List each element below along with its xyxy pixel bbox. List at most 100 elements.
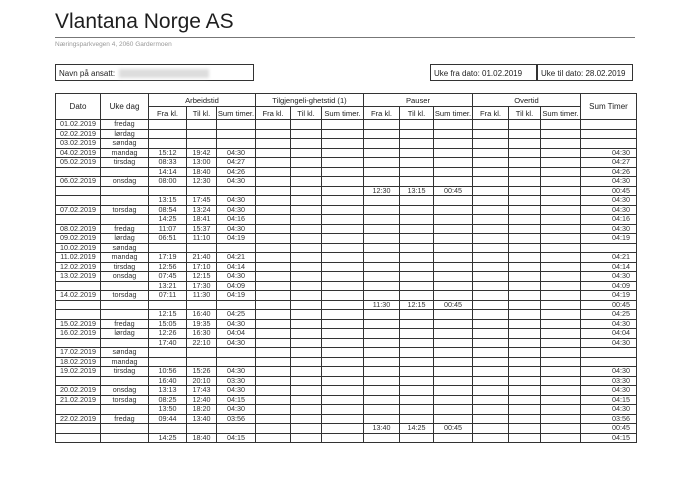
cell-overtid-fra — [472, 147, 509, 158]
cell-tilgj-sum — [321, 432, 364, 443]
cell-overtid-til — [508, 328, 541, 339]
cell-arbeid-fra: 11:07 — [148, 223, 187, 234]
cell-tilgj-fra — [255, 119, 291, 130]
cell-dato: 13.02.2019 — [55, 271, 101, 282]
cell-overtid-fra — [472, 413, 509, 424]
cell-pause-sum — [433, 347, 473, 358]
cell-overtid-til — [508, 299, 541, 310]
cell-arbeid-sum — [216, 299, 256, 310]
cell-uke-dag: fredag — [100, 318, 149, 329]
cell-arbeid-fra: 13:50 — [148, 404, 187, 415]
cell-uke-dag: tirsdag — [100, 157, 149, 168]
cell-pause-fra — [363, 356, 400, 367]
cell-overtid-fra — [472, 195, 509, 206]
cell-sum-timer — [580, 356, 637, 367]
table-row: 20.02.2019 onsdag 13:13 17:43 04:30 04:30 — [55, 385, 637, 396]
cell-arbeid-fra: 13:15 — [148, 195, 187, 206]
cell-pause-fra — [363, 394, 400, 405]
cell-overtid-til — [508, 309, 541, 320]
cell-pause-til: 12:15 — [399, 299, 434, 310]
cell-pause-sum — [433, 157, 473, 168]
table-row: 17:40 22:10 04:30 04:30 — [55, 337, 637, 348]
header-pauser-sum: Sum timer. — [433, 106, 473, 120]
cell-tilgj-til — [290, 223, 322, 234]
cell-pause-sum — [433, 318, 473, 329]
cell-arbeid-til — [186, 299, 217, 310]
cell-tilgj-sum — [321, 138, 364, 149]
table-row: 11.02.2019 mandag 17:19 21:40 04:21 04:21 — [55, 252, 637, 263]
cell-arbeid-sum — [216, 138, 256, 149]
cell-sum-timer — [580, 242, 637, 253]
cell-sum-timer — [580, 119, 637, 130]
cell-tilgj-til — [290, 166, 322, 177]
cell-arbeid-til: 13:40 — [186, 413, 217, 424]
cell-arbeid-til: 21:40 — [186, 252, 217, 263]
cell-arbeid-til: 18:41 — [186, 214, 217, 225]
cell-arbeid-sum: 04:19 — [216, 233, 256, 244]
cell-tilgj-fra — [255, 233, 291, 244]
cell-tilgj-fra — [255, 337, 291, 348]
cell-overtid-sum — [540, 337, 581, 348]
cell-arbeid-fra — [148, 347, 187, 358]
cell-overtid-til — [508, 366, 541, 377]
cell-dato: 19.02.2019 — [55, 366, 101, 377]
cell-tilgj-til — [290, 366, 322, 377]
cell-dato: 01.02.2019 — [55, 119, 101, 130]
cell-tilgj-sum — [321, 271, 364, 282]
cell-pause-til — [399, 214, 434, 225]
cell-dato: 18.02.2019 — [55, 356, 101, 367]
cell-pause-til — [399, 252, 434, 263]
cell-arbeid-til: 12:40 — [186, 394, 217, 405]
cell-pause-til — [399, 404, 434, 415]
header-row-sub: Fra kl. Til kl. Sum timer. Fra kl. Til kl. Su… — [56, 106, 637, 120]
cell-arbeid-fra: 08:54 — [148, 204, 187, 215]
cell-arbeid-sum: 03:30 — [216, 375, 256, 386]
cell-pause-til: 14:25 — [399, 423, 434, 434]
cell-overtid-fra — [472, 337, 509, 348]
cell-dato — [55, 166, 101, 177]
cell-tilgj-til — [290, 204, 322, 215]
cell-pause-fra — [363, 138, 400, 149]
cell-arbeid-fra: 14:14 — [148, 166, 187, 177]
cell-tilgj-fra — [255, 309, 291, 320]
cell-arbeid-til — [186, 119, 217, 130]
cell-pause-fra — [363, 147, 400, 158]
cell-uke-dag: fredag — [100, 413, 149, 424]
cell-overtid-sum — [540, 214, 581, 225]
cell-pause-fra — [363, 261, 400, 272]
cell-tilgj-fra — [255, 328, 291, 339]
cell-pause-til — [399, 413, 434, 424]
cell-tilgj-sum — [321, 309, 364, 320]
cell-arbeid-til: 17:45 — [186, 195, 217, 206]
cell-dato — [55, 432, 101, 443]
cell-tilgj-til — [290, 157, 322, 168]
cell-overtid-fra — [472, 252, 509, 263]
cell-sum-timer — [580, 138, 637, 149]
header-overtid-sum: Sum timer. — [540, 106, 581, 120]
cell-arbeid-til: 19:35 — [186, 318, 217, 329]
header-dato: Dato — [55, 93, 101, 120]
cell-arbeid-sum: 04:30 — [216, 223, 256, 234]
cell-tilgj-fra — [255, 423, 291, 434]
table-row: 10.02.2019 søndag — [55, 242, 637, 253]
cell-pause-til: 13:15 — [399, 185, 434, 196]
cell-pause-til — [399, 138, 434, 149]
cell-overtid-sum — [540, 176, 581, 187]
cell-tilgj-sum — [321, 223, 364, 234]
cell-uke-dag — [100, 280, 149, 291]
cell-overtid-fra — [472, 423, 509, 434]
cell-overtid-fra — [472, 242, 509, 253]
cell-tilgj-sum — [321, 166, 364, 177]
cell-overtid-til — [508, 271, 541, 282]
cell-overtid-fra — [472, 328, 509, 339]
cell-uke-dag: tirsdag — [100, 366, 149, 377]
cell-pause-fra — [363, 385, 400, 396]
cell-overtid-sum — [540, 366, 581, 377]
cell-arbeid-sum: 04:19 — [216, 290, 256, 301]
cell-pause-til — [399, 309, 434, 320]
cell-overtid-sum — [540, 385, 581, 396]
cell-pause-sum — [433, 252, 473, 263]
cell-tilgj-til — [290, 432, 322, 443]
cell-tilgj-til — [290, 423, 322, 434]
cell-pause-sum — [433, 290, 473, 301]
